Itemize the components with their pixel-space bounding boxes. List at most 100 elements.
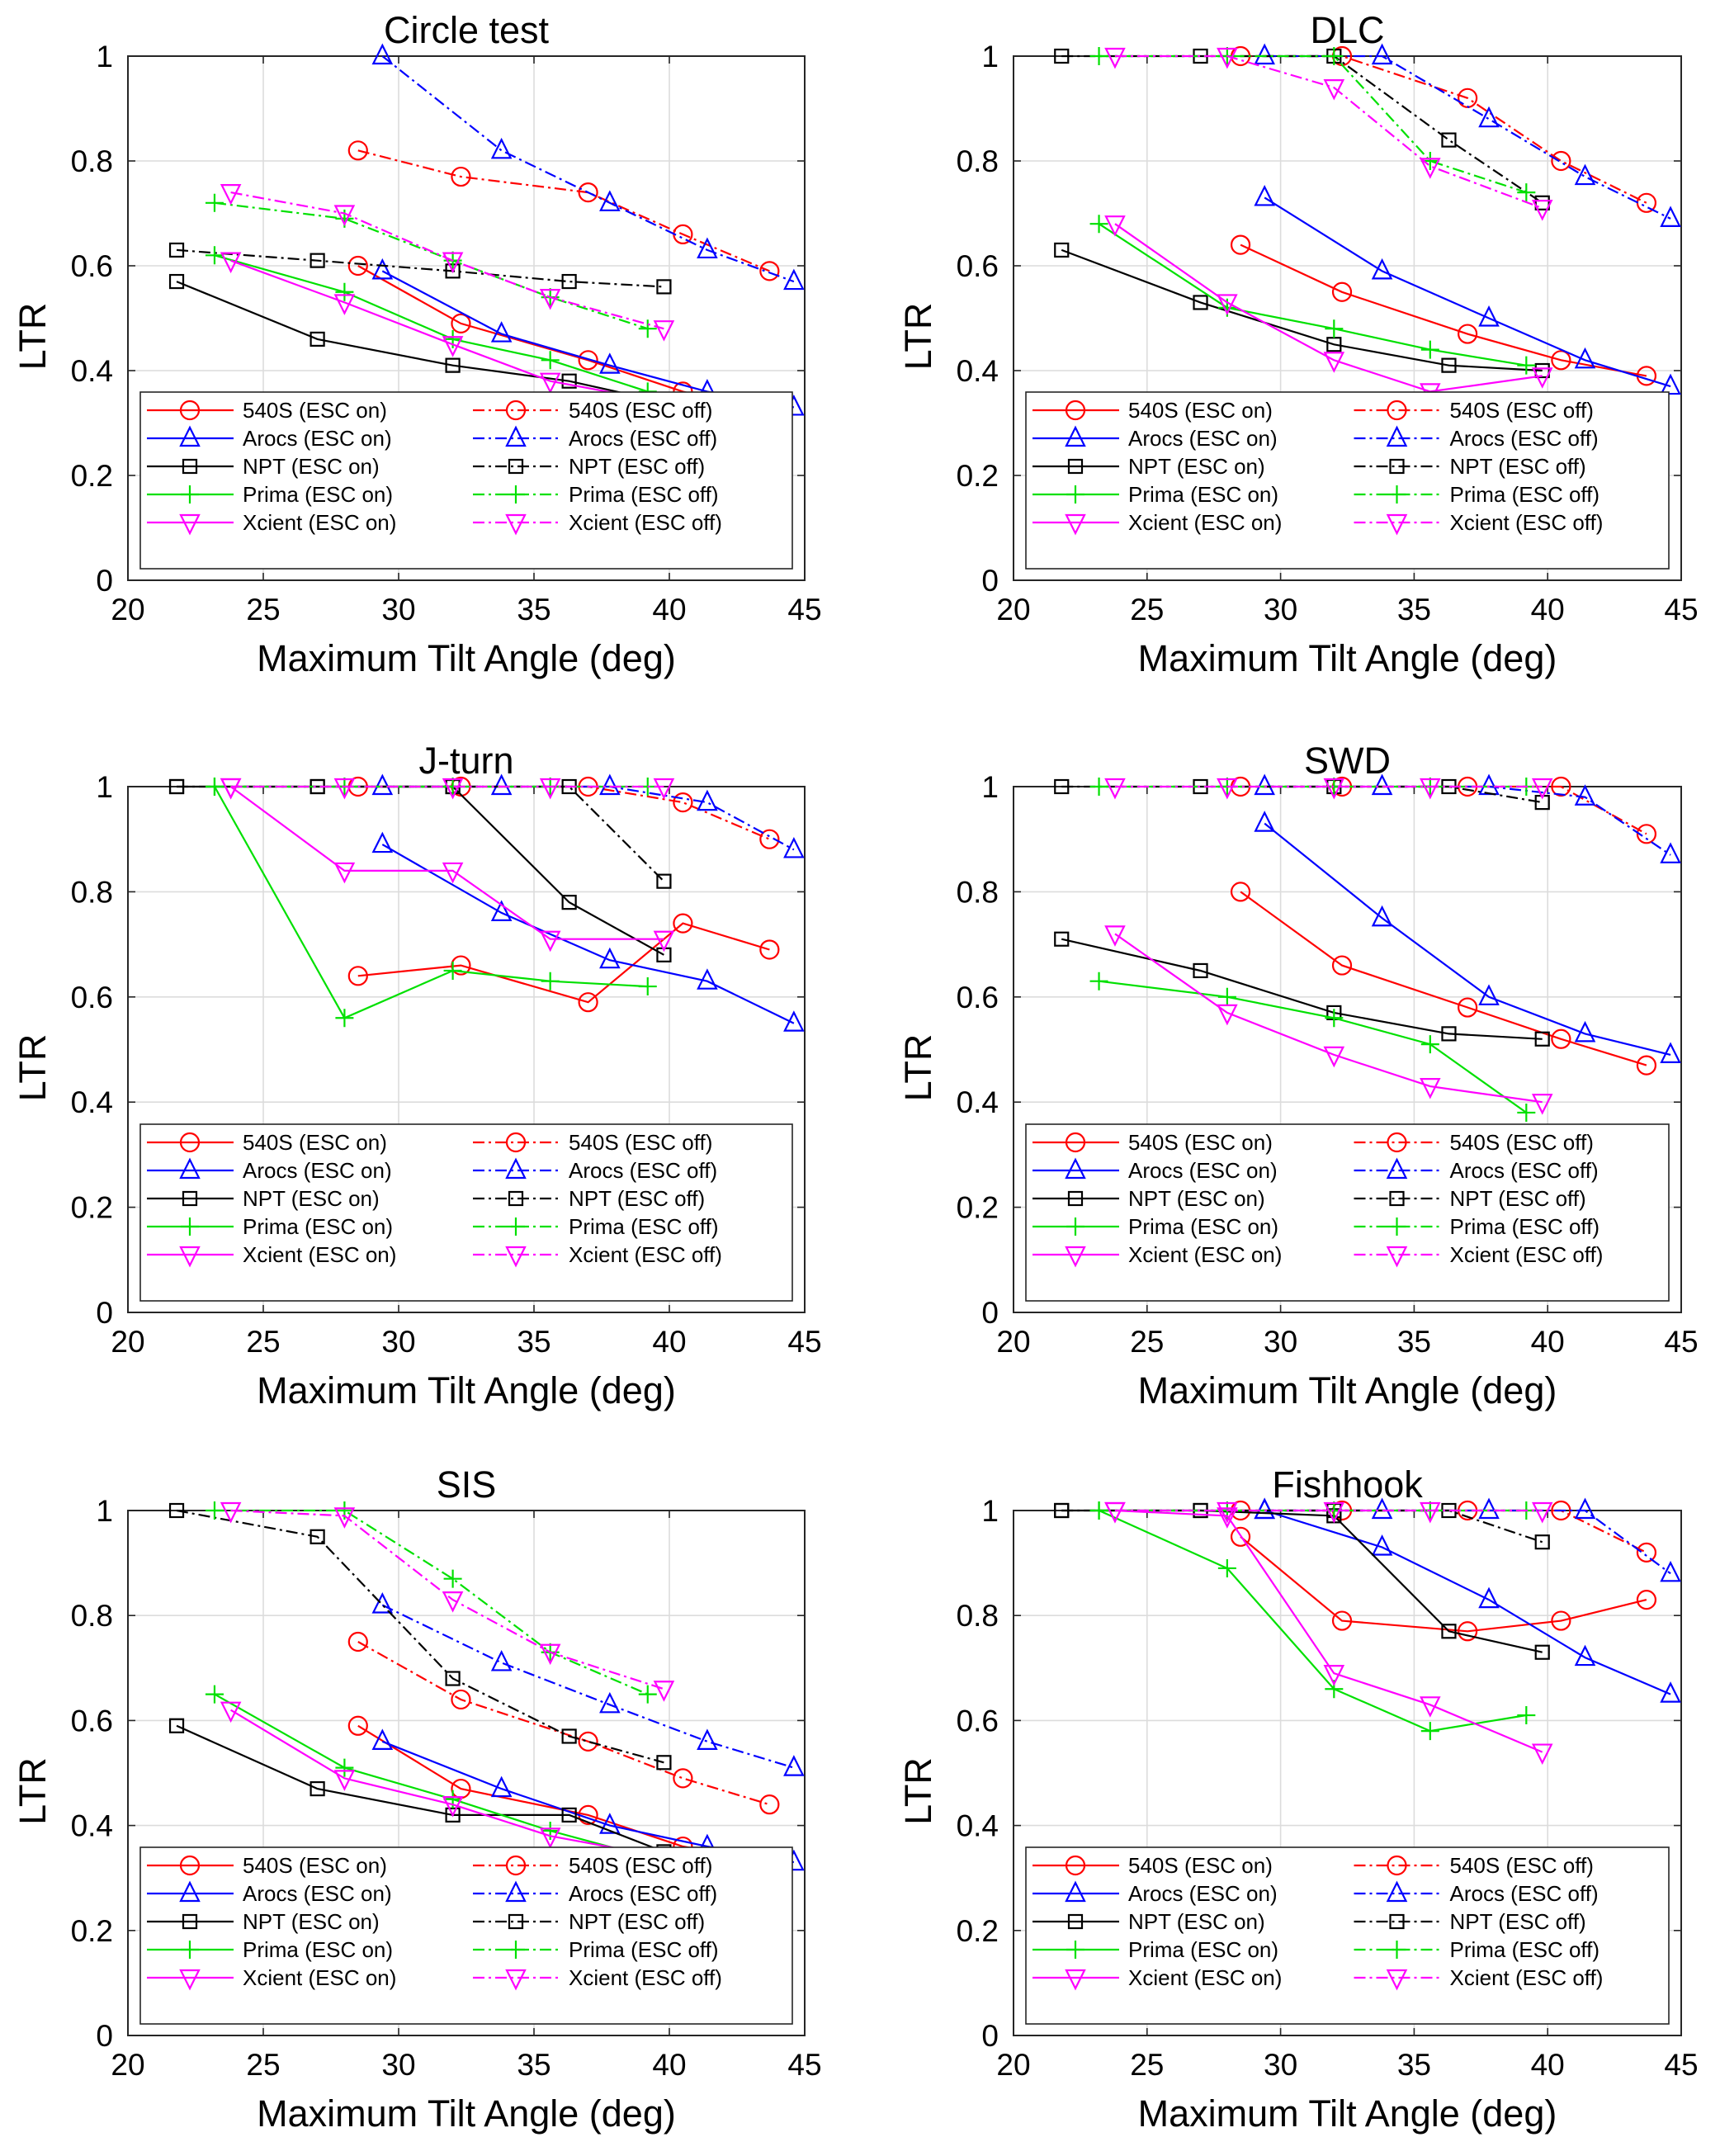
x-tick-label: 30 (381, 593, 415, 626)
legend-label: 540S (ESC on) (1128, 398, 1273, 423)
series-line (381, 844, 795, 1024)
data-point (1517, 356, 1536, 375)
data-point (371, 831, 394, 853)
series-line (1264, 822, 1671, 1056)
data-point (599, 773, 621, 796)
legend-marker (505, 1880, 527, 1903)
y-tick-label: 1 (96, 770, 113, 804)
legend-label: Arocs (ESC on) (1128, 1881, 1278, 1906)
legend-label: NPT (ESC off) (1450, 1186, 1586, 1211)
legend-entry: 540S (ESC off) (1354, 1853, 1594, 1878)
legend-entry: NPT (ESC off) (1354, 1909, 1586, 1934)
data-point (1089, 47, 1108, 65)
chart-panel-1: 20 25 30 35 40 45 0 0.2 0.4 0.6 0.8 1 Circle test Max… (12, 9, 822, 679)
data-point (1217, 47, 1238, 69)
series-prima-esc-on (1089, 972, 1536, 1122)
data-point (1441, 132, 1457, 148)
x-tick-label: 20 (111, 1325, 144, 1359)
legend-label: Xcient (ESC off) (1450, 510, 1604, 535)
data-point (656, 1755, 672, 1771)
data-point (1660, 206, 1681, 227)
y-tick-label: 0.4 (957, 1085, 999, 1119)
data-point (347, 966, 368, 986)
legend-marker (1065, 1855, 1086, 1876)
series-line (230, 259, 664, 404)
chart-panel-3: 20 25 30 35 40 45 0 0.2 0.4 0.6 0.8 1 J-turn Maximum … (12, 740, 822, 1411)
legend-marker (1386, 1969, 1408, 1991)
y-tick-label: 0 (981, 1296, 999, 1330)
legend-entry: NPT (ESC on) (1032, 1186, 1265, 1211)
data-point (333, 778, 356, 800)
data-point (599, 190, 621, 211)
legend-entry: Prima (ESC on) (147, 1937, 393, 1962)
x-tick-label: 30 (381, 2048, 415, 2082)
legend-entry: 540S (ESC off) (473, 398, 712, 423)
legend-label: NPT (ESC on) (1128, 454, 1265, 479)
x-tick-label: 30 (1264, 593, 1297, 626)
axes-frame (127, 1510, 806, 2036)
data-point (1458, 1621, 1478, 1642)
data-point (1054, 48, 1070, 64)
chart-panel-6: 20 25 30 35 40 45 0 0.2 0.4 0.6 0.8 1 Fishhook Maximu… (897, 1463, 1699, 2135)
data-point (1531, 1094, 1553, 1115)
data-point (1574, 784, 1596, 806)
series-arocs-esc-on (1254, 184, 1681, 395)
y-tick-label: 0.2 (957, 1191, 999, 1225)
series-line (1264, 196, 1671, 388)
legend-marker (1386, 425, 1408, 447)
legend-marker (1066, 485, 1084, 504)
data-point (220, 1701, 242, 1723)
data-point (1371, 905, 1393, 927)
series-line (1240, 891, 1647, 1066)
data-point (1104, 1501, 1126, 1524)
data-point (1217, 1558, 1236, 1577)
data-point (310, 253, 325, 268)
data-point (335, 1758, 354, 1777)
series-xcient-esc-off (1104, 778, 1553, 800)
legend-entry: Prima (ESC off) (473, 1214, 719, 1239)
data-point (220, 252, 242, 274)
y-axis-label: LTR (897, 1034, 939, 1102)
legend: 540S (ESC on) 540S (ESC off) Arocs (ESC on… (139, 1846, 793, 2025)
legend-marker (179, 1246, 201, 1268)
legend-label: 540S (ESC on) (243, 398, 387, 423)
legend-label: Arocs (ESC off) (569, 1158, 717, 1183)
legend-entry: Prima (ESC off) (1354, 1214, 1600, 1239)
legend-entry: 540S (ESC on) (147, 1130, 387, 1155)
data-point (490, 137, 513, 159)
legend-label: NPT (ESC on) (243, 1909, 380, 1934)
data-point (1551, 776, 1571, 797)
data-point (1458, 324, 1478, 344)
data-point (347, 140, 368, 161)
data-point (1441, 1026, 1457, 1042)
data-point (205, 246, 224, 265)
series-xcient-esc-off (220, 184, 675, 342)
legend-entry: Arocs (ESC on) (147, 1157, 392, 1183)
x-axis-label: Maximum Tilt Angle (deg) (257, 1369, 676, 1411)
x-tick-label: 20 (111, 2048, 144, 2082)
data-point (653, 930, 675, 953)
data-point (442, 336, 464, 357)
legend-label: NPT (ESC off) (1450, 454, 1586, 479)
legend-marker (179, 1969, 201, 1991)
data-point (220, 778, 242, 800)
legend-marker (505, 1969, 527, 1991)
data-point (310, 1780, 325, 1797)
data-point (697, 968, 718, 990)
y-tick-label: 0.2 (71, 459, 113, 493)
data-point (1478, 305, 1500, 327)
legend-marker (505, 425, 527, 447)
legend-box (1025, 1846, 1670, 2025)
data-point (1054, 1502, 1070, 1519)
data-point (1193, 962, 1208, 979)
data-point (490, 773, 513, 796)
y-tick-label: 0.2 (957, 1914, 999, 1948)
legend-box (1025, 1123, 1670, 1302)
data-point (599, 1691, 621, 1714)
y-tick-label: 0.8 (71, 875, 113, 909)
legend-entry: 540S (ESC on) (1032, 1130, 1273, 1155)
data-point (168, 1502, 185, 1519)
data-point (783, 1010, 805, 1032)
legend-marker (505, 1855, 527, 1876)
legend-entry: Arocs (ESC off) (473, 425, 717, 451)
